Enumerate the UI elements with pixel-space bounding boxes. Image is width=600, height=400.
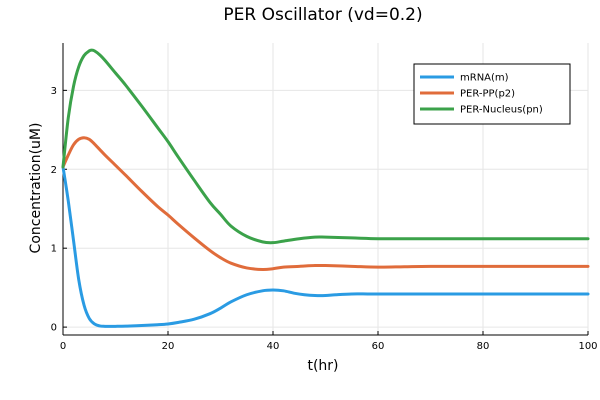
x-tick-label: 80 [477,341,490,352]
series-line-2 [61,136,590,272]
legend-label-2: PER-PP(p2) [460,89,515,100]
x-tick-label: 20 [162,341,175,352]
x-tick-label: 0 [60,341,66,352]
x-tick-label: 60 [372,341,385,352]
y-tick-label: 1 [51,244,57,255]
y-axis-label: Concentration(uM) [28,123,44,254]
x-tick-label: 100 [578,341,597,352]
x-axis-label: t(hr) [307,358,338,374]
y-tick-label: 2 [51,165,57,176]
legend-label-1: mRNA(m) [460,73,509,84]
x-tick-label: 40 [267,341,280,352]
chart-title: PER Oscillator (vd=0.2) [223,5,422,25]
series-line-3 [61,48,590,245]
y-tick-label: 3 [51,86,57,97]
y-tick-label: 0 [51,323,57,334]
legend-label-3: PER-Nucleus(pn) [460,105,543,116]
series-line-1 [61,165,590,328]
legend: mRNA(m) PER-PP(p2) PER-Nucleus(pn) [413,63,571,125]
series-lines [61,48,590,328]
